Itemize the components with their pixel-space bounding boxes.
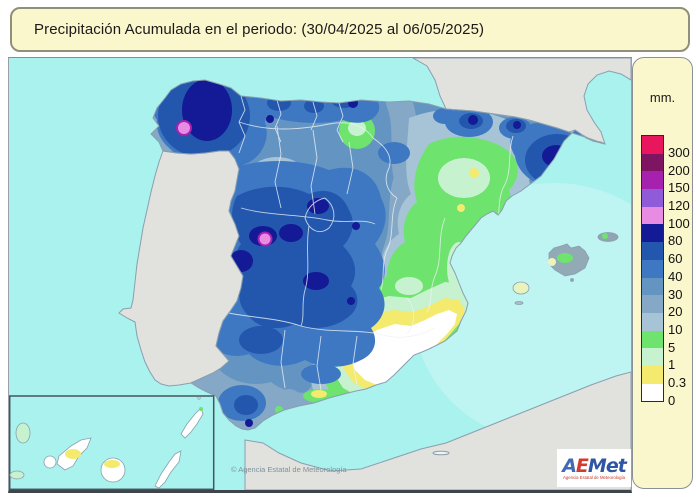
legend-scale: 300 200 150 120 100 80 60 40 30 20 10 5 1 0.3 0 xyxy=(641,135,692,408)
formentera-island xyxy=(514,301,524,305)
canary-inset xyxy=(9,395,215,490)
map-title: Precipitación Acumulada en el periodo: (… xyxy=(34,21,485,38)
fuerteventura-island xyxy=(154,450,182,489)
precip-maxima-spots xyxy=(176,120,273,247)
legend-value-label: 150 xyxy=(668,180,690,196)
legend-swatch xyxy=(642,365,663,384)
title-bar: Precipitación Acumulada en el periodo: (… xyxy=(10,7,690,52)
menorca-island xyxy=(597,232,619,242)
legend-value-label: 20 xyxy=(668,304,683,320)
legend-value-label: 120 xyxy=(668,198,690,214)
alboran-island xyxy=(432,450,450,456)
la-graciosa-island xyxy=(197,396,201,400)
el-hierro-island xyxy=(9,470,25,480)
aemet-logo-tagline: Agencia Estatal de Meteorología xyxy=(562,474,626,480)
legend-swatch xyxy=(642,242,663,260)
logo-letter: e xyxy=(605,454,619,477)
legend-swatch xyxy=(642,206,663,225)
province-borders xyxy=(208,95,514,391)
legend-swatch xyxy=(642,383,663,402)
logo-letter: t xyxy=(617,454,627,477)
map-panel: © Agencia Estatal de Meteorología AEMet … xyxy=(8,57,632,493)
cabrera-island xyxy=(570,278,574,282)
legend-swatch xyxy=(642,277,663,296)
legend-swatch xyxy=(642,348,663,366)
legend-value-label: 0.3 xyxy=(668,374,687,390)
legend-label-column: 300 200 150 120 100 80 60 40 30 20 10 5 1 0.3 0 xyxy=(668,144,690,411)
ibiza-island xyxy=(512,281,530,295)
legend-swatch xyxy=(642,224,663,243)
legend-swatch xyxy=(642,259,663,278)
africa-landmass xyxy=(244,371,631,490)
logo-letter: M xyxy=(587,454,607,477)
legend-value-label: 5 xyxy=(668,339,676,355)
precipitation-map xyxy=(9,58,631,490)
aemet-logo-text: AEMet xyxy=(562,454,627,477)
balearic-islands xyxy=(512,232,619,305)
legend-value-label: 200 xyxy=(668,162,690,178)
legend-value-label: 300 xyxy=(668,145,690,160)
legend-value-label: 40 xyxy=(668,268,683,284)
legend-swatch xyxy=(642,330,663,349)
band-0-03 xyxy=(351,310,457,385)
lanzarote-island xyxy=(180,407,204,439)
legend-swatch-column xyxy=(641,135,664,403)
legend-swatch xyxy=(642,171,663,190)
legend-swatch xyxy=(642,189,663,207)
legend-panel: mm. 300 200 150 120 100 80 60 40 30 20 10 5 1 0.3 0 xyxy=(632,57,693,489)
logo-letter: E xyxy=(575,454,589,477)
la-palma-island xyxy=(15,422,31,444)
neighbour-landmasses xyxy=(118,58,631,490)
legend-value-label: 60 xyxy=(668,251,683,267)
legend-value-label: 100 xyxy=(668,215,690,231)
legend-swatch xyxy=(642,312,663,331)
legend-value-label: 1 xyxy=(668,357,676,373)
aemet-logo: AEMet Agencia Estatal de Meteorología xyxy=(557,449,631,487)
copyright-note: © Agencia Estatal de Meteorología xyxy=(231,465,347,474)
logo-letter: A xyxy=(562,454,577,477)
legend-swatch xyxy=(642,136,663,154)
la-gomera-island xyxy=(43,455,57,469)
legend-value-label: 80 xyxy=(668,233,683,249)
legend-unit-label: mm. xyxy=(649,90,676,105)
legend-value-label: 30 xyxy=(668,286,683,302)
legend-value-label: 0 xyxy=(668,392,676,408)
legend-swatch xyxy=(642,295,663,313)
legend-value-label: 10 xyxy=(668,321,683,337)
legend-swatch xyxy=(642,153,663,172)
